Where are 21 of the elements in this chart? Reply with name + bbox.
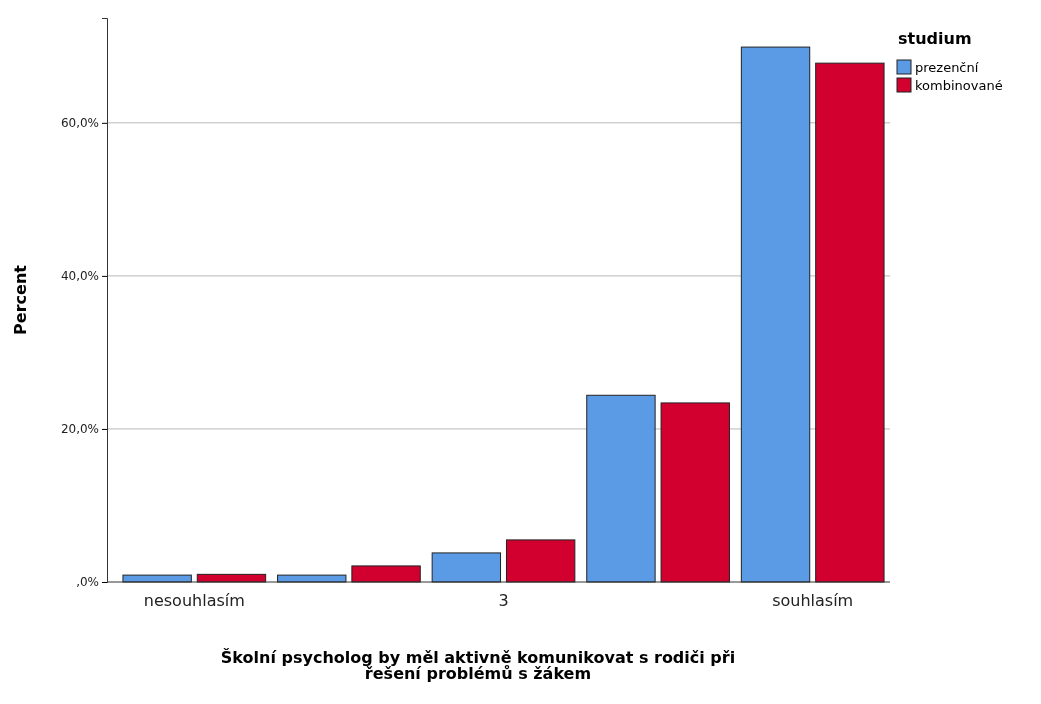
x-axis-title: Školní psycholog by měl aktivně komunikovat s rodiči při řešení problémů s žákem <box>220 648 736 683</box>
legend-label: prezenční <box>915 60 979 75</box>
y-tick-label: 60,0% <box>60 116 99 131</box>
x-tick-label: nesouhlasím <box>143 590 245 610</box>
y-tick-label: ,0% <box>76 575 99 590</box>
bar <box>351 565 421 583</box>
bar <box>815 62 885 583</box>
bar <box>431 552 502 583</box>
bar <box>122 574 192 583</box>
x-tick-label: 3 <box>498 590 509 610</box>
legend-title: studium <box>898 29 972 48</box>
x-tick-label: souhlasím <box>772 590 854 610</box>
bar <box>586 394 656 583</box>
y-axis-title: Percent <box>11 264 30 335</box>
y-tick-label: 40,0% <box>60 269 99 284</box>
bar <box>740 46 811 583</box>
legend-label: kombinované <box>915 78 1003 93</box>
bar <box>505 539 576 583</box>
y-tick-label: 20,0% <box>60 422 99 437</box>
bar <box>277 574 347 583</box>
bar <box>660 402 730 583</box>
